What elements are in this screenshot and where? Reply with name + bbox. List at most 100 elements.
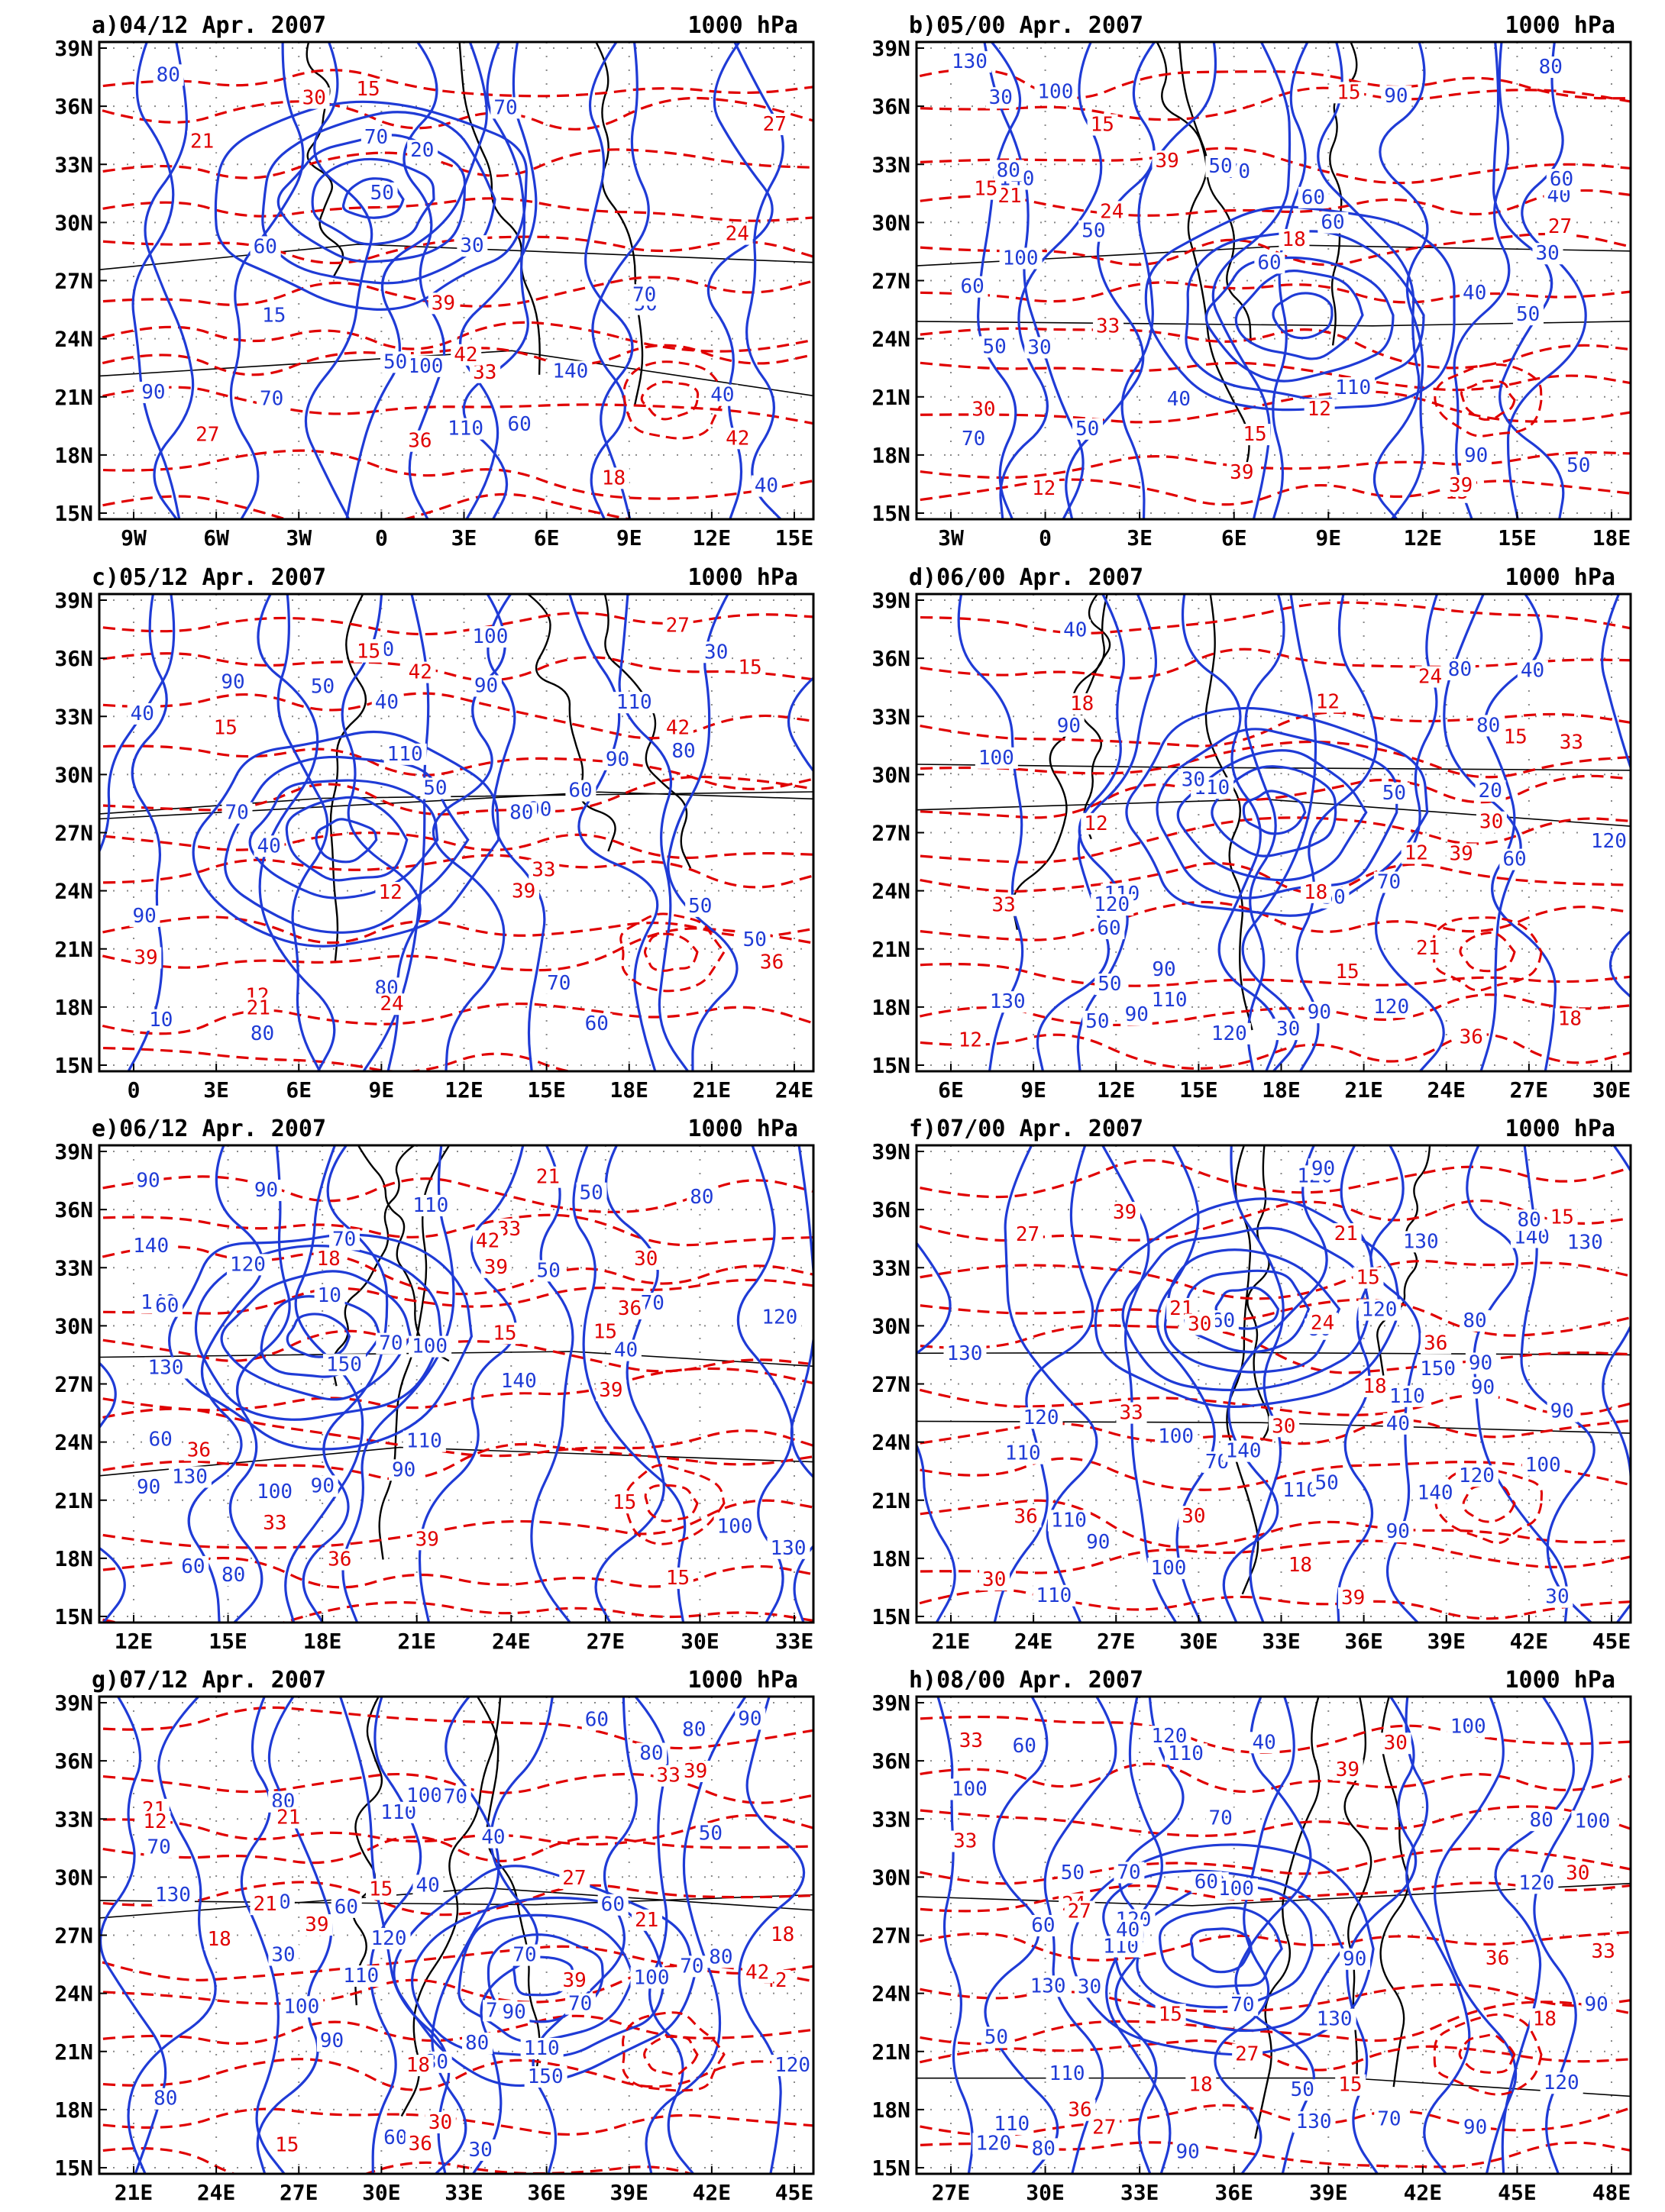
label-bg: [1020, 1407, 1063, 1429]
x-tick-label: 39E: [1427, 1629, 1466, 1654]
temperature-contour-label: 18: [1188, 2073, 1212, 2096]
map-panel-g: 1101009010011015013080603040110706070808…: [54, 1667, 815, 2205]
temperature-contour-label: 15: [369, 1878, 393, 1901]
border-line: [917, 1882, 1631, 1907]
label-bg: [133, 1170, 164, 1192]
x-tick-label: 12E: [115, 1629, 154, 1654]
geopotential-contour: [1121, 1226, 1372, 1392]
label-bg: [1285, 1554, 1316, 1576]
label-bg: [366, 1878, 397, 1900]
y-tick-label: 30N: [54, 1865, 93, 1890]
temperature-contour: [619, 912, 726, 993]
label-bg: [1337, 1587, 1369, 1609]
panel-frame: [915, 1144, 1632, 1624]
label-bg: [1205, 156, 1237, 178]
x-tick-label: 0: [128, 1077, 141, 1103]
geopotential-contour-label: 110: [1168, 1742, 1204, 1765]
geopotential-contour-label: 130: [990, 990, 1026, 1013]
label-bg: [959, 428, 990, 450]
label-bg: [186, 131, 218, 153]
geopotential-contour-label: 140: [1226, 1440, 1262, 1463]
geopotential-contour-label: 120: [1544, 2072, 1579, 2094]
x-tick-label: 15E: [1179, 1077, 1218, 1103]
geopotential-contour-label: 30: [271, 1943, 295, 1966]
temperature-contour: [99, 1175, 813, 1213]
temperature-contour: [99, 1881, 813, 1917]
panel-level-label: 1000 hPa: [1505, 1116, 1616, 1142]
label-bg: [1060, 619, 1091, 641]
geopotential-contour-label: 100: [634, 1966, 670, 1989]
label-bg: [559, 1969, 590, 1991]
temperature-contour-label: 36: [618, 1297, 642, 1320]
geopotential-contour: [1036, 594, 1158, 1071]
geopotential-contour: [1176, 749, 1368, 882]
temperature-contour: [917, 1847, 1631, 1885]
temperature-contour-label: 18: [1558, 1008, 1582, 1031]
geopotential-contour-label: 100: [1450, 1715, 1486, 1738]
geopotential-contour-label: 50: [743, 928, 767, 951]
y-tick-label: 24N: [54, 1981, 93, 2007]
x-tick-label: 0: [375, 525, 388, 551]
x-tick-label: 33E: [775, 1629, 814, 1654]
temperature-contour: [99, 2107, 813, 2136]
geopotential-contour: [471, 1697, 554, 2174]
label-bg: [1546, 169, 1577, 191]
x-tick-label: 30E: [681, 1629, 719, 1654]
label-bg: [1191, 1871, 1222, 1893]
geopotential-contour: [736, 1145, 794, 1623]
y-tick-label: 30N: [871, 210, 910, 235]
geopotential-contour-label: 100: [472, 625, 508, 648]
temperature-contour-label: 24: [380, 993, 403, 1016]
geopotential-contour-label: 60: [1211, 1309, 1235, 1332]
geopotential-contour-label: 70: [332, 1229, 356, 1251]
temperature-contour: [99, 386, 813, 425]
geopotential-contour-label: 80: [690, 1186, 713, 1209]
geopotential-contour: [261, 111, 496, 285]
y-tick-label: 33N: [54, 152, 93, 177]
label-bg: [1460, 282, 1491, 304]
temperature-contour-label: 15: [738, 656, 761, 679]
label-bg: [360, 127, 392, 149]
label-bg: [1089, 2117, 1120, 2139]
temperature-contour: [99, 1278, 813, 1315]
label-bg: [767, 1537, 810, 1559]
x-tick-label: 21E: [1344, 1077, 1383, 1103]
label-bg: [680, 1760, 711, 1782]
geopotential-contour-label: 60: [1195, 1871, 1218, 1894]
geopotential-contour-label: 80: [154, 2088, 177, 2110]
temperature-contour-label: 15: [593, 1320, 617, 1343]
label-bg: [127, 702, 158, 725]
temperature-contour-label: 18: [1363, 1375, 1386, 1398]
panel-title: h)08/00 Apr. 2007: [909, 1667, 1143, 1694]
label-bg: [1373, 871, 1405, 893]
label-bg: [251, 1179, 282, 1201]
temperature-contour-label: 24: [1311, 1312, 1334, 1335]
label-bg: [662, 717, 693, 739]
coastline: [594, 42, 644, 405]
geopotential-contour: [1156, 728, 1398, 899]
geopotential-contour: [917, 1241, 956, 1623]
y-tick-label: 15N: [54, 2155, 93, 2181]
temperature-contour-label: 36: [1068, 2099, 1091, 2122]
geopotential-contour-label: 40: [1521, 659, 1544, 682]
geopotential-contour: [957, 594, 1024, 1071]
label-bg: [735, 1708, 766, 1730]
label-bg: [1254, 252, 1285, 274]
label-bg: [1381, 86, 1412, 108]
x-tick-label: 12E: [693, 525, 732, 551]
x-tick-label: 42E: [1510, 1629, 1549, 1654]
temperature-contour-label: 15: [666, 1567, 690, 1590]
label-bg: [598, 467, 629, 489]
label-bg: [1091, 894, 1134, 916]
y-tick-label: 24N: [871, 327, 910, 352]
coastline: [1204, 594, 1253, 1031]
label-bg: [371, 692, 403, 714]
label-bg: [1066, 693, 1098, 715]
label-bg: [1370, 996, 1414, 1019]
label-bg: [273, 1807, 304, 1829]
x-tick-label: 42E: [1404, 2180, 1443, 2205]
label-bg: [204, 1929, 235, 1951]
temperature-contour-label: 18: [771, 1923, 794, 1946]
geopotential-contour-label: 40: [755, 475, 778, 498]
